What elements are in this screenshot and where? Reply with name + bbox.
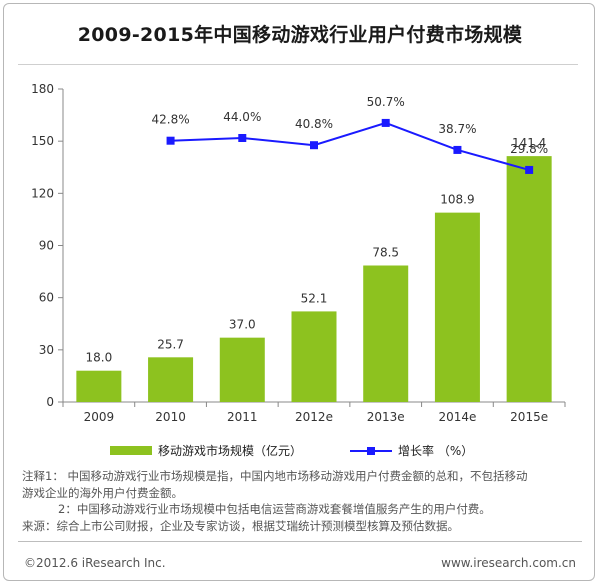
bar: [291, 311, 337, 402]
x-tick-label: 2014e: [438, 410, 476, 424]
y-tick-label: 30: [39, 343, 54, 357]
website-link[interactable]: www.iresearch.com.cn: [441, 556, 576, 570]
copyright-text: ©2012.6 iResearch Inc.: [24, 556, 166, 570]
growth-line-series: 42.8% 44.0% 40.8% 50.7% 38.7% 29.8%: [152, 95, 548, 174]
growth-point: [166, 136, 175, 145]
legend-bar-swatch: [110, 446, 152, 455]
bar: [219, 337, 265, 402]
source-note: 来源：综合上市公司财报，企业及专家访谈，根据艾瑞统计预测模型核算及预估数据。: [22, 518, 459, 533]
bar-value-label: 108.9: [440, 193, 474, 207]
y-tick-label: 150: [31, 134, 54, 148]
note-1-continued: 游戏企业的海外用户付费金额。: [22, 485, 183, 500]
bar-value-label: 25.7: [157, 337, 184, 351]
growth-value-label: 40.8%: [295, 117, 333, 131]
legend-bar: 移动游戏市场规模（亿元）: [110, 442, 302, 459]
y-tick-label: 90: [39, 239, 54, 253]
growth-point: [238, 134, 247, 142]
bar: [506, 156, 552, 402]
growth-line: [170, 121, 530, 171]
growth-point: [453, 145, 462, 154]
x-tick-label: 2009: [84, 410, 115, 424]
legend-line-label: 增长率 （%）: [398, 444, 474, 458]
footer-divider: [18, 541, 582, 542]
growth-value-label: 29.8%: [510, 142, 548, 156]
growth-value-label: 38.7%: [438, 122, 476, 136]
title-divider: [18, 64, 578, 65]
bar-value-label: 141.4: [512, 136, 546, 150]
chart-svg: 0 30 60 90 120 150 180 2009 2010 2011 2012e 2013e 20…: [31, 82, 566, 424]
x-tick-label: 2011: [227, 410, 258, 424]
bar-series: 18.0 25.7 37.0 52.1 78.5 108.9 141.4: [76, 136, 552, 402]
notes-block: 注释1： 中国移动游戏行业市场规模是指，中国内地市场移动游戏用户付费金额的总和，…: [22, 468, 582, 534]
bar-value-label: 52.1: [301, 291, 328, 305]
y-tick-label: 120: [31, 186, 54, 200]
growth-value-label: 44.0%: [223, 110, 261, 124]
legend-bar-label: 移动游戏市场规模（亿元）: [158, 444, 303, 458]
x-tick-label: 2013e: [367, 410, 405, 424]
legend-line-swatch: [350, 446, 392, 456]
y-tick-label: 0: [46, 395, 54, 409]
growth-point: [381, 118, 390, 127]
note-1: 注释1： 中国移动游戏行业市场规模是指，中国内地市场移动游戏用户付费金额的总和，…: [22, 469, 528, 483]
growth-value-label: 42.8%: [152, 113, 190, 127]
growth-point: [525, 165, 534, 174]
y-tick-label: 60: [39, 291, 54, 305]
growth-point: [310, 141, 318, 150]
bar-value-label: 37.0: [229, 318, 256, 332]
x-tick-label: 2015e: [510, 410, 548, 424]
x-tick-label: 2012e: [295, 410, 333, 424]
bar: [363, 265, 409, 402]
bar-value-label: 18.0: [85, 351, 112, 365]
legend-line: 增长率 （%）: [350, 442, 473, 459]
note-2: 2：中国移动游戏行业市场规模中包括电信运营商游戏套餐增值服务产生的用户付费。: [58, 502, 491, 516]
growth-value-label: 50.7%: [367, 95, 405, 109]
y-tick-label: 180: [31, 82, 54, 96]
bar: [148, 357, 194, 402]
chart-frame: [3, 3, 595, 581]
chart-axes: 0 30 60 90 120 150 180 2009 2010 2011 2012e 2013e 20…: [31, 82, 566, 424]
bar: [434, 212, 480, 402]
x-tick-label: 2010: [155, 410, 186, 424]
chart-title: 2009-2015年中国移动游戏行业用户付费市场规模: [77, 24, 523, 46]
bar: [76, 370, 122, 402]
bar-value-label: 78.5: [372, 245, 399, 259]
